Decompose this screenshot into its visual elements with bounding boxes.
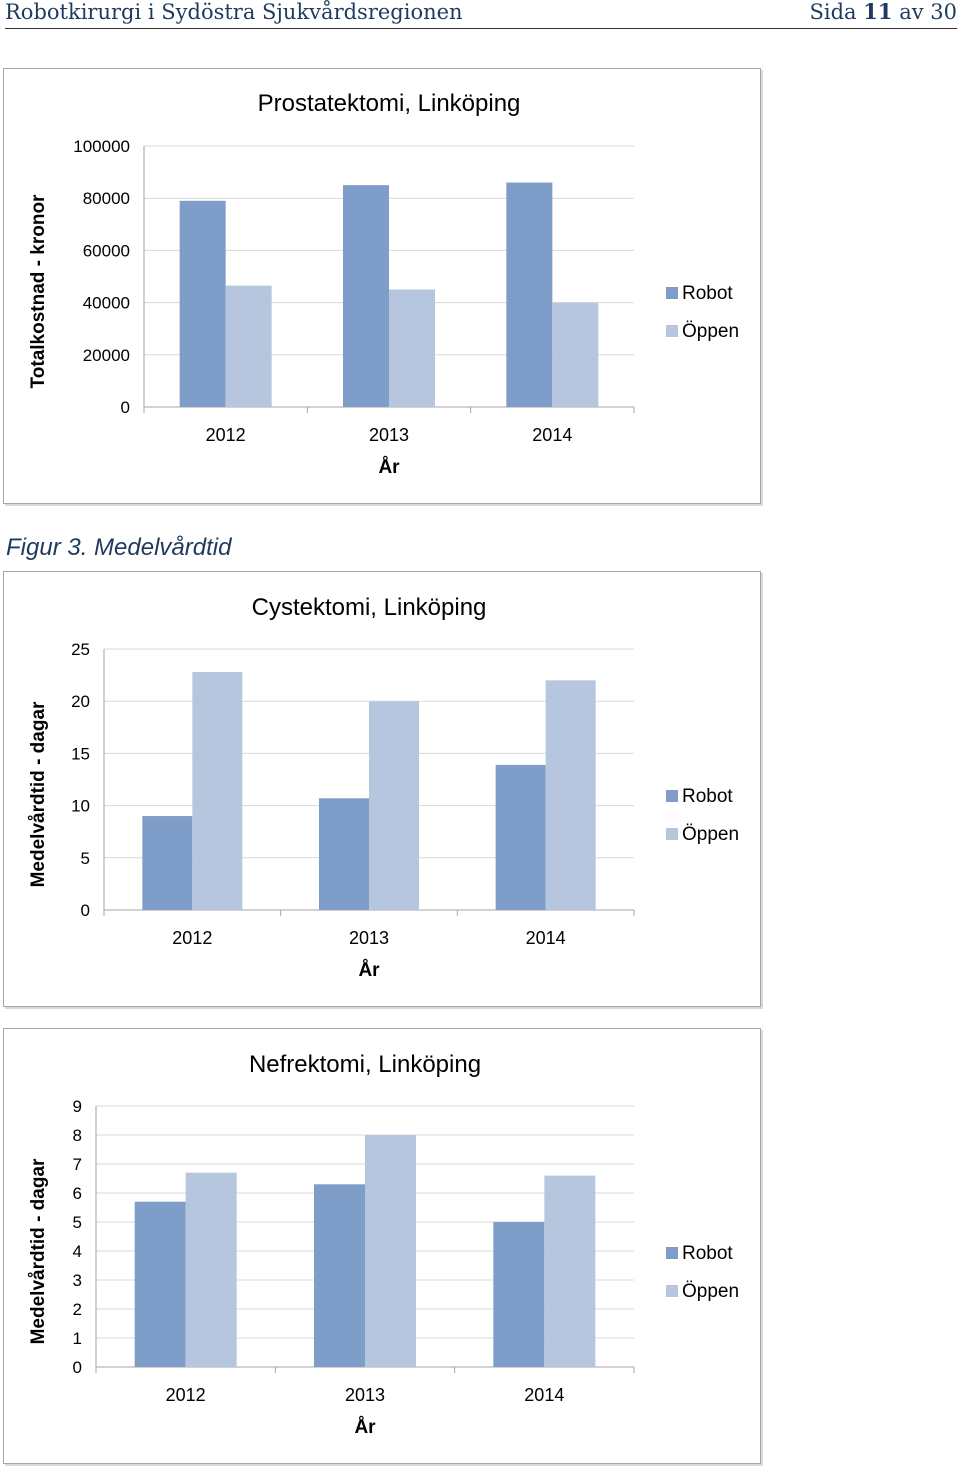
chart-svg-cystektomi: 0 5 10 15 20 25 2012 2013 2014 Cystektomi, Linköp… (28, 594, 739, 981)
legend-label-robot: Robot (682, 786, 733, 807)
bar-robot-2013 (343, 185, 389, 407)
chart-cystektomi: 0 5 10 15 20 25 2012 2013 2014 Cystektomi, Linköp… (3, 571, 761, 1007)
legend-label-oppen: Öppen (682, 1281, 739, 1302)
bar-oppen-2013 (369, 701, 419, 910)
y-tick-label: 80000 (83, 189, 130, 208)
legend-swatch-oppen (666, 1285, 678, 1297)
y-tick-label: 5 (81, 849, 90, 868)
y-tick-label: 60000 (83, 241, 130, 260)
x-tick-label: 2012 (172, 928, 212, 948)
chart-title: Prostatektomi, Linköping (258, 90, 521, 117)
y-tick-label: 2 (73, 1300, 82, 1319)
bar-oppen-2014 (545, 680, 596, 910)
y-tick-label: 4 (73, 1242, 82, 1261)
y-tick-label: 15 (71, 744, 90, 763)
y-tick-label: 0 (73, 1358, 82, 1377)
x-axis-title: År (358, 960, 380, 981)
header-rule (5, 28, 957, 29)
x-tick-label: 2013 (345, 1385, 385, 1405)
chart-title: Nefrektomi, Linköping (249, 1051, 481, 1078)
bar-oppen-2013 (365, 1135, 416, 1367)
bar-oppen-2012 (192, 671, 243, 910)
y-axis-title: Totalkostnad - kronor (28, 194, 49, 388)
bar-oppen-2012 (225, 285, 272, 407)
x-tick-label: 2014 (524, 1385, 564, 1405)
bar-robot-2012 (134, 1201, 186, 1367)
y-tick-label: 5 (73, 1213, 82, 1232)
legend-swatch-robot (666, 1247, 678, 1259)
bar-robot-2014 (506, 182, 553, 407)
bar-robot-2012 (179, 200, 226, 407)
bar-robot-2013 (314, 1184, 365, 1367)
chart-title: Cystektomi, Linköping (252, 594, 487, 621)
legend-swatch-oppen (666, 325, 678, 337)
legend-swatch-robot (666, 287, 678, 299)
figure-caption: Figur 3. Medelvårdtid (6, 534, 232, 561)
x-tick-label: 2014 (526, 928, 566, 948)
y-tick-label: 20000 (83, 346, 130, 365)
page-total: 30 (930, 0, 957, 24)
y-tick-label: 7 (73, 1155, 82, 1174)
y-tick-label: 0 (81, 901, 90, 920)
bar-robot-2014 (495, 764, 546, 910)
y-tick-label: 6 (73, 1184, 82, 1203)
page-of: av (899, 0, 924, 24)
y-tick-label: 10 (71, 797, 90, 816)
bar-oppen-2014 (544, 1175, 596, 1367)
page-indicator: Sida 11 av 30 (810, 0, 958, 24)
legend-swatch-oppen (666, 828, 678, 840)
legend-swatch-robot (666, 790, 678, 802)
bar-oppen-2013 (389, 289, 435, 407)
x-axis-title: År (354, 1417, 376, 1438)
x-tick-label: 2014 (532, 425, 572, 445)
y-tick-label: 0 (121, 398, 130, 417)
legend-label-oppen: Öppen (682, 321, 739, 342)
y-tick-label: 1 (73, 1329, 82, 1348)
page-prefix: Sida (809, 0, 857, 24)
legend-label-robot: Robot (682, 1243, 733, 1264)
legend-label-oppen: Öppen (682, 824, 739, 845)
y-tick-label: 20 (71, 692, 90, 711)
bar-robot-2013 (319, 798, 369, 910)
x-tick-label: 2012 (206, 425, 246, 445)
chart-nefrektomi: 0 1 2 3 4 5 6 7 8 9 2012 2013 2014 Nefrektomi, Linköp… (3, 1028, 761, 1464)
y-tick-label: 100000 (73, 137, 130, 156)
chart-svg-nefrektomi: 0 1 2 3 4 5 6 7 8 9 2012 2013 2014 Nefrektomi, Linköp… (28, 1051, 739, 1438)
bar-oppen-2012 (185, 1172, 237, 1367)
y-tick-label: 3 (73, 1271, 82, 1290)
chart-svg-prostatektomi: 0 20000 40000 60000 80000 100000 2012 2013 2014 P… (28, 90, 739, 478)
y-axis-title: Medelvårdtid - dagar (28, 1158, 49, 1344)
x-axis-title: År (378, 457, 400, 478)
bar-oppen-2014 (552, 302, 599, 407)
bar-robot-2012 (142, 816, 193, 910)
x-tick-label: 2012 (166, 1385, 206, 1405)
document-title: Robotkirurgi i Sydöstra Sjukvårdsregione… (5, 0, 463, 24)
legend-label-robot: Robot (682, 283, 733, 304)
y-tick-label: 9 (73, 1097, 82, 1116)
chart-prostatektomi: 0 20000 40000 60000 80000 100000 2012 2013 2014 P… (3, 68, 761, 504)
x-tick-label: 2013 (349, 928, 389, 948)
page-header: Robotkirurgi i Sydöstra Sjukvårdsregione… (5, 0, 957, 30)
page-number: 11 (863, 0, 893, 24)
y-tick-label: 8 (73, 1126, 82, 1145)
y-tick-label: 40000 (83, 294, 130, 313)
y-tick-label: 25 (71, 640, 90, 659)
bar-robot-2014 (493, 1222, 545, 1367)
x-tick-label: 2013 (369, 425, 409, 445)
y-axis-title: Medelvårdtid - dagar (28, 701, 49, 887)
